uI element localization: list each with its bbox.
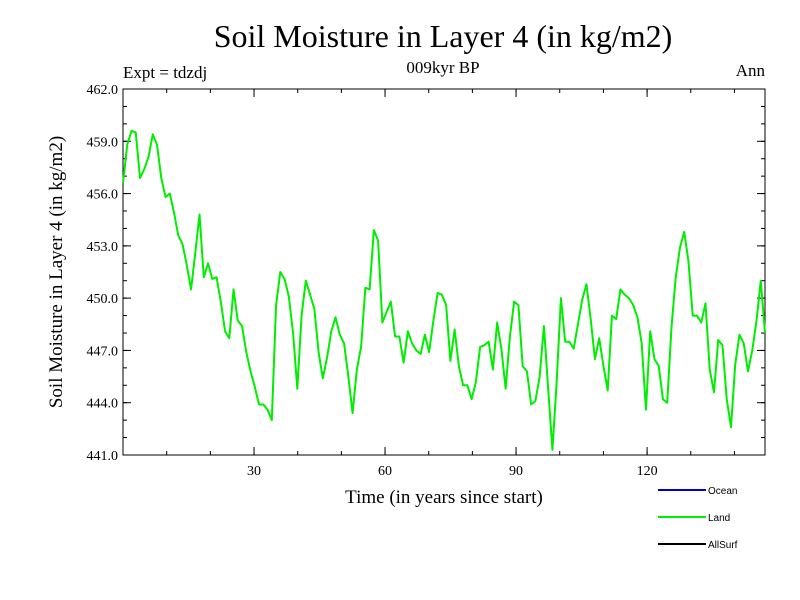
y-tick-label: 462.0 — [87, 83, 119, 98]
y-tick-label: 456.0 — [87, 188, 119, 203]
y-tick-label: 444.0 — [87, 397, 119, 412]
x-tick-label: 90 — [509, 464, 523, 479]
x-tick-label: 60 — [378, 464, 392, 479]
expt-label: Expt = tdzdj — [123, 63, 207, 82]
legend-label-allsurf: AllSurf — [708, 540, 738, 551]
plot-frame — [122, 88, 766, 456]
y-tick-label: 453.0 — [87, 240, 119, 255]
season-label: Ann — [736, 61, 766, 80]
legend: Ocean Land AllSurf — [658, 486, 738, 551]
y-tick-label: 447.0 — [87, 344, 119, 359]
x-tick-label: 120 — [637, 464, 658, 479]
y-axis-label: Soil Moisture in Layer 4 (in kg/m2) — [46, 136, 67, 408]
legend-label-land: Land — [708, 513, 730, 524]
series-line-land — [122, 129, 766, 451]
plot-area: 441.0 444.0 447.0 450.0 453.0 456.0 459.0 462.0… — [87, 83, 766, 479]
y-tick-label: 450.0 — [87, 292, 119, 307]
x-axis-label: Time (in years since start) — [345, 487, 543, 508]
y-tick-label: 441.0 — [87, 449, 119, 464]
legend-label-ocean: Ocean — [708, 486, 737, 497]
chart-title: Soil Moisture in Layer 4 (in kg/m2) — [214, 18, 673, 54]
y-tick-label: 459.0 — [87, 135, 119, 150]
x-tick-label: 30 — [247, 464, 261, 479]
chart-subtitle: 009kyr BP — [406, 58, 479, 77]
